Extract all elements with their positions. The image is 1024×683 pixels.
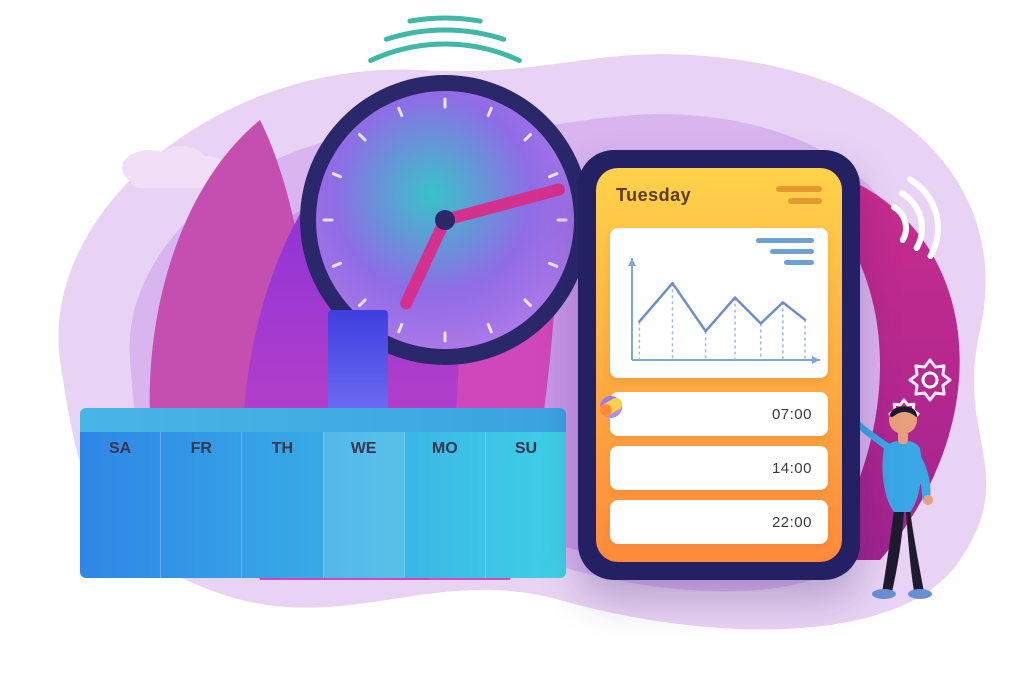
pillbox-day-label: WE bbox=[324, 440, 404, 458]
pill-icon bbox=[626, 507, 656, 537]
medication-time: 07:00 bbox=[772, 406, 812, 423]
pillbox-cell: MO bbox=[404, 432, 485, 578]
medication-row[interactable]: 22:00 bbox=[610, 500, 828, 544]
tablet-screen: Tuesday 07:00 14:00 22:00 bbox=[596, 168, 842, 562]
pillbox-day-label: TH bbox=[242, 440, 322, 458]
pill-icon bbox=[626, 453, 656, 483]
pillbox-cell: WE bbox=[323, 432, 404, 578]
pillbox-cell: FR bbox=[160, 432, 241, 578]
pillbox-day-label: SA bbox=[80, 440, 160, 458]
menu-icon[interactable] bbox=[776, 186, 822, 204]
pill-organizer: SAFRTHWEMOSU bbox=[80, 408, 566, 578]
pillbox-cell: SA bbox=[80, 432, 160, 578]
chart-card bbox=[610, 228, 828, 378]
medication-row[interactable]: 07:00 bbox=[610, 392, 828, 436]
pillbox-cell: TH bbox=[241, 432, 322, 578]
medication-list: 07:00 14:00 22:00 bbox=[596, 392, 842, 544]
pillbox-day-label: MO bbox=[405, 440, 485, 458]
day-title: Tuesday bbox=[616, 185, 691, 206]
medication-time: 22:00 bbox=[772, 514, 812, 531]
pill-icon bbox=[626, 399, 656, 429]
medication-row[interactable]: 14:00 bbox=[610, 446, 828, 490]
pillbox-day-label: SU bbox=[486, 440, 566, 458]
pillbox-cell: SU bbox=[485, 432, 566, 578]
app-header: Tuesday bbox=[596, 168, 842, 222]
medication-time: 14:00 bbox=[772, 460, 812, 477]
tablet-device: Tuesday 07:00 14:00 22:00 bbox=[578, 150, 860, 580]
open-lid bbox=[328, 310, 388, 408]
line-chart bbox=[610, 228, 828, 378]
background-scene bbox=[0, 0, 1024, 683]
pillbox-day-label: FR bbox=[161, 440, 241, 458]
